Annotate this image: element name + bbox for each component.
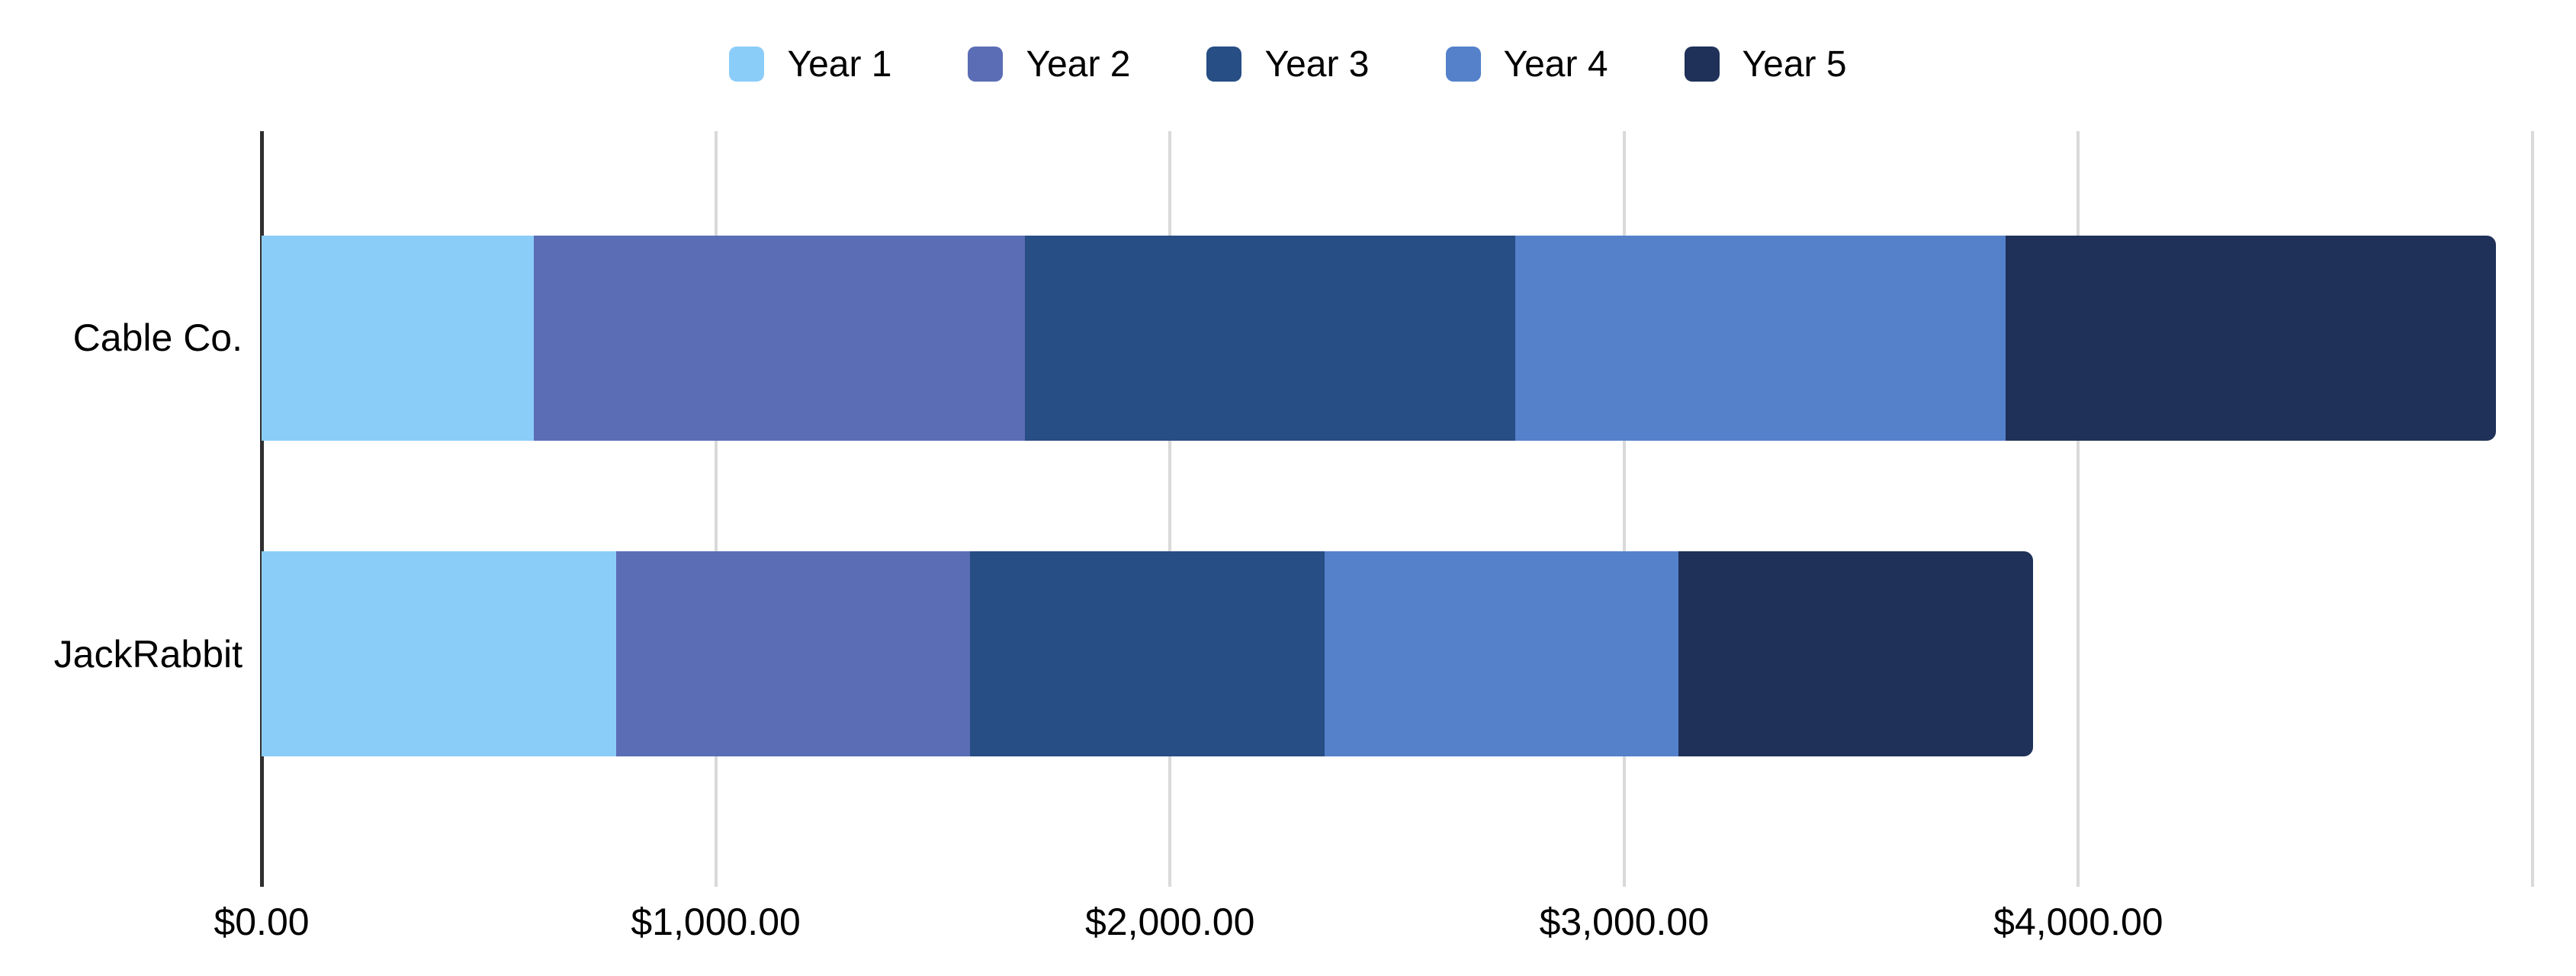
x-tick-label-4: $4,000.00 [1993,901,2163,943]
x-tick-label-0: $0.00 [214,901,310,943]
legend-swatch-year-5 [1684,47,1720,82]
legend-label-year-1: Year 1 [787,43,892,85]
gridline-2000 [1168,131,1172,887]
plot-area [260,131,2534,887]
bar-segment-cable-co-year-3[interactable] [1024,236,1515,441]
x-tick-label-1: $1,000.00 [631,901,801,943]
legend-swatch-year-2 [968,47,1004,82]
bar-row-jackrabbit [262,551,2533,756]
legend-item-year-1[interactable]: Year 1 [729,43,891,85]
legend-item-year-5[interactable]: Year 5 [1684,43,1847,85]
bar-segment-cable-co-year-2[interactable] [534,236,1025,441]
legend-swatch-year-3 [1206,47,1242,82]
legend-label-year-5: Year 5 [1742,43,1847,85]
bar-segment-jackrabbit-year-5[interactable] [1678,551,2033,756]
legend-item-year-2[interactable]: Year 2 [968,43,1130,85]
bar-segment-cable-co-year-4[interactable] [1514,236,2006,441]
legend-item-year-4[interactable]: Year 4 [1445,43,1608,85]
category-label-jackrabbit: JackRabbit [53,633,243,676]
bar-segment-jackrabbit-year-2[interactable] [615,551,971,756]
y-axis-line [260,131,264,887]
gridline-1000 [714,131,718,887]
category-label-cable-co: Cable Co. [72,316,243,359]
x-tick-label-3: $3,000.00 [1539,901,1710,943]
legend-swatch-year-4 [1445,47,1481,82]
legend-label-year-4: Year 4 [1503,43,1608,85]
gridline-4000 [2077,131,2080,887]
bar-row-cable-co [262,236,2533,441]
bar-segment-jackrabbit-year-1[interactable] [262,551,616,756]
bar-segment-jackrabbit-year-4[interactable] [1324,551,1679,756]
bar-segment-cable-co-year-1[interactable] [262,236,535,441]
bar-segment-cable-co-year-5[interactable] [2006,236,2497,441]
bar-segment-jackrabbit-year-3[interactable] [970,551,1325,756]
gridline-3000 [1622,131,1626,887]
x-tick-label-2: $2,000.00 [1084,901,1255,943]
legend-swatch-year-1 [729,47,765,82]
gridline-5000 [2531,131,2534,887]
legend: Year 1 Year 2 Year 3 Year 4 Year 5 [0,38,2576,90]
legend-item-year-3[interactable]: Year 3 [1206,43,1370,85]
legend-label-year-3: Year 3 [1264,43,1370,85]
legend-label-year-2: Year 2 [1026,43,1131,85]
